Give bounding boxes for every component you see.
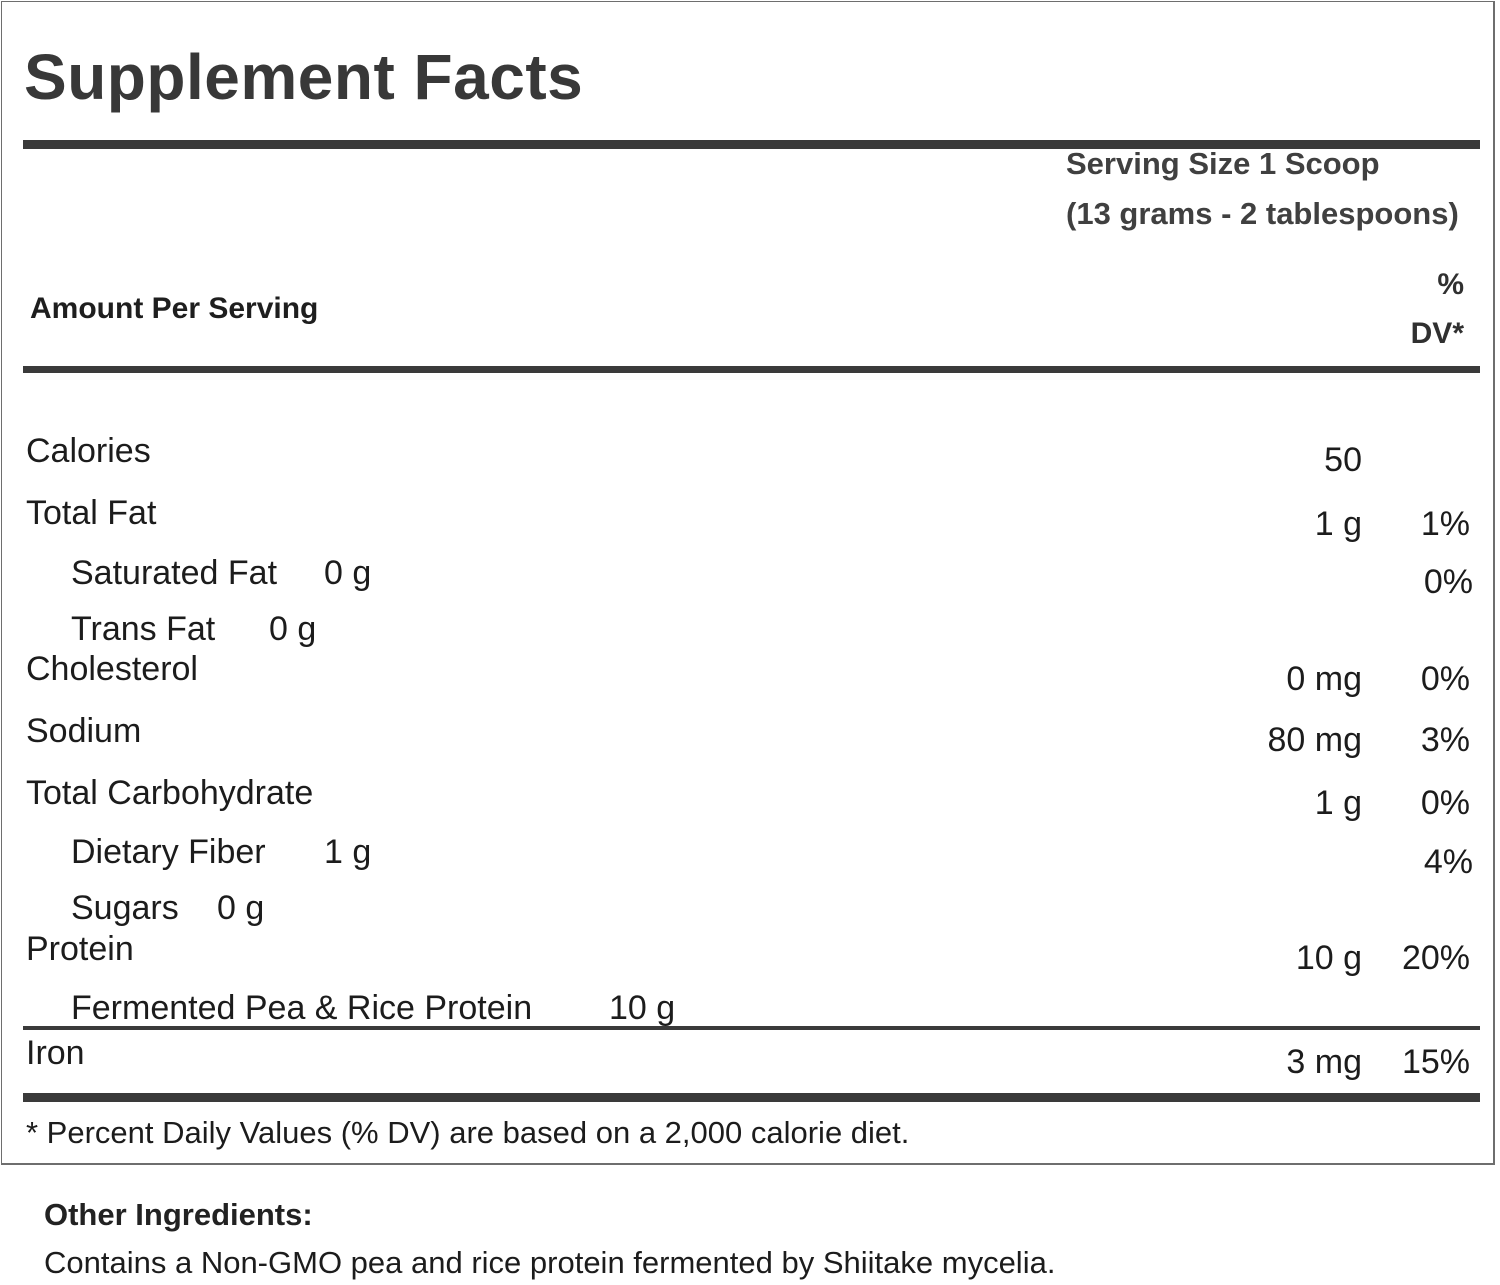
nutrient-name-trans-fat: Trans Fat xyxy=(71,610,216,648)
nutrient-amount-total-fat: 1 g xyxy=(1314,505,1362,543)
supplement-facts-panel: Supplement Facts Serving Size 1 Scoop (1… xyxy=(1,1,1495,1165)
nutrient-name-cholesterol: Cholesterol xyxy=(26,650,198,688)
nutrient-dv-total-fat: 1% xyxy=(1420,505,1470,543)
nutrient-amount-calories: 50 xyxy=(1324,441,1362,479)
serving-size: Serving Size 1 Scoop xyxy=(1066,146,1380,181)
nutrient-dv-cholesterol: 0% xyxy=(1420,660,1470,698)
nutrient-name-total-carbohydrate: Total Carbohydrate xyxy=(26,774,314,812)
nutrient-amount-protein: 10 g xyxy=(1295,939,1362,977)
amount-per-serving-header: Amount Per Serving xyxy=(30,292,319,325)
title-divider xyxy=(23,140,1480,149)
nutrient-name-saturated-fat: Saturated Fat xyxy=(71,554,278,592)
nutrient-amount-cholesterol: 0 mg xyxy=(1286,660,1362,698)
nutrient-dv-sodium: 3% xyxy=(1420,721,1470,759)
nutrient-amount-saturated-fat: 0 g xyxy=(324,554,372,592)
dv-header-percent: % xyxy=(1437,268,1464,301)
nutrient-amount-total-carbohydrate: 1 g xyxy=(1314,784,1362,822)
footer-divider xyxy=(23,1093,1480,1102)
nutrient-amount-iron: 3 mg xyxy=(1286,1043,1362,1081)
dv-footnote: * Percent Daily Values (% DV) are based … xyxy=(26,1115,910,1150)
dv-header-dv: DV* xyxy=(1410,317,1464,350)
nutrient-name-calories: Calories xyxy=(26,432,151,470)
nutrient-name-iron: Iron xyxy=(26,1034,85,1072)
nutrient-dv-protein: 20% xyxy=(1401,939,1470,977)
nutrient-amount-fermented-protein: 10 g xyxy=(609,989,676,1027)
nutrient-dv-iron: 15% xyxy=(1401,1043,1470,1081)
nutrient-dv-dietary-fiber: 4% xyxy=(1423,843,1473,881)
other-ingredients-text: Contains a Non-GMO pea and rice protein … xyxy=(44,1245,1056,1280)
header-divider xyxy=(23,366,1480,373)
nutrient-dv-saturated-fat: 0% xyxy=(1423,563,1473,601)
nutrient-amount-sodium: 80 mg xyxy=(1267,721,1363,759)
nutrient-name-dietary-fiber: Dietary Fiber xyxy=(71,833,266,871)
nutrient-dv-total-carbohydrate: 0% xyxy=(1420,784,1470,822)
nutrient-name-sodium: Sodium xyxy=(26,712,142,750)
panel-title: Supplement Facts xyxy=(24,41,584,113)
nutrient-amount-sugars: 0 g xyxy=(217,889,265,927)
nutrient-name-fermented-protein: Fermented Pea & Rice Protein xyxy=(71,989,533,1027)
iron-divider xyxy=(23,1026,1480,1030)
serving-size-detail: (13 grams - 2 tablespoons) xyxy=(1066,196,1459,231)
nutrient-amount-trans-fat: 0 g xyxy=(269,610,317,648)
nutrient-name-protein: Protein xyxy=(26,930,134,968)
nutrient-amount-dietary-fiber: 1 g xyxy=(324,833,372,871)
other-ingredients-title: Other Ingredients: xyxy=(44,1197,313,1232)
nutrient-name-total-fat: Total Fat xyxy=(26,494,157,532)
nutrient-name-sugars: Sugars xyxy=(71,889,179,927)
